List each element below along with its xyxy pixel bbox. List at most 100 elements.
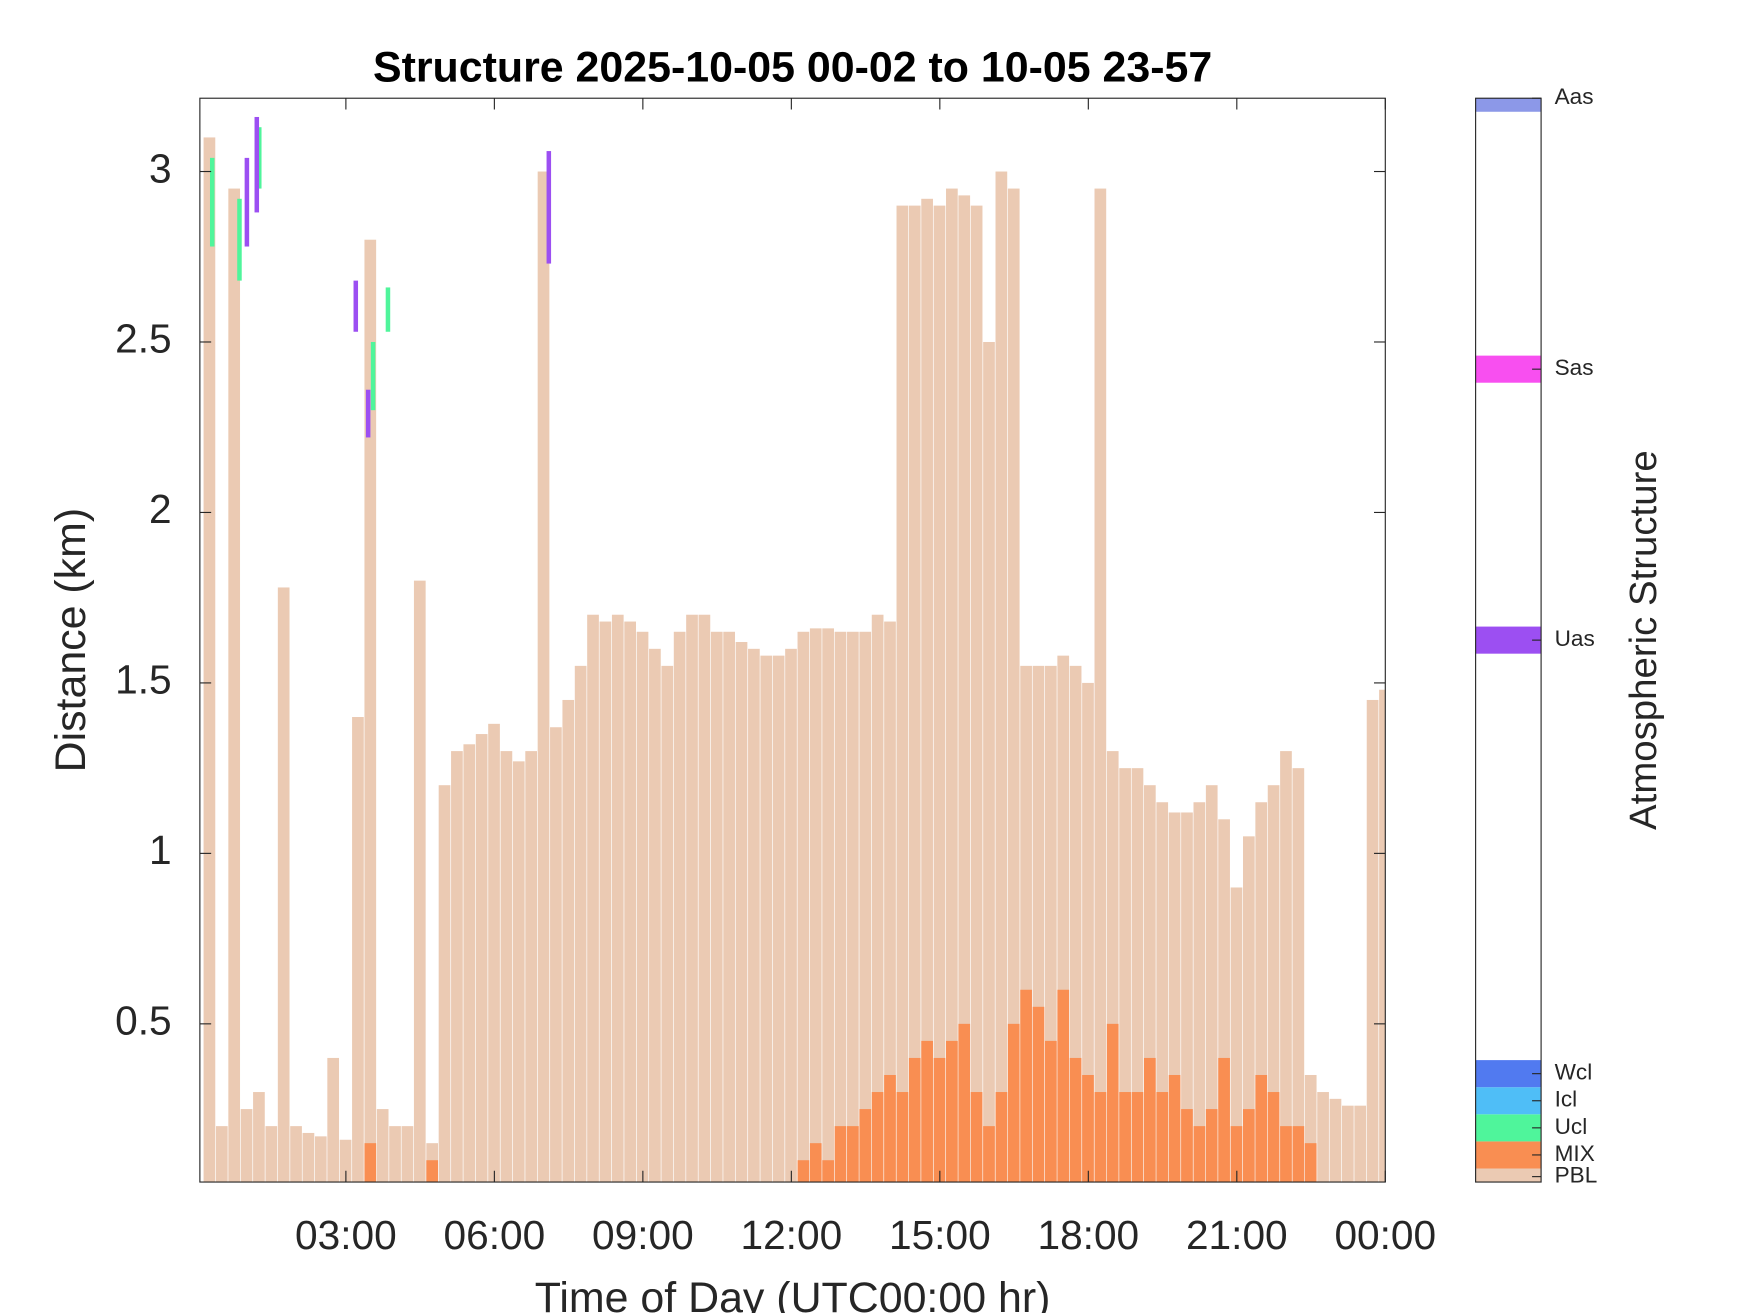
pbl-bar <box>1007 188 1020 1183</box>
mix-bar <box>822 1160 834 1183</box>
pbl-bar <box>203 137 216 1183</box>
pbl-bar <box>1094 188 1107 1183</box>
mix-bar <box>834 1126 847 1183</box>
plot-frame <box>199 97 1386 1183</box>
pbl-bar <box>265 1126 278 1183</box>
pbl-bar <box>896 205 909 1183</box>
mix-bar <box>1131 1092 1144 1183</box>
x-tick-label: 03:00 <box>295 1212 397 1258</box>
mix-bar <box>871 1092 884 1183</box>
pbl-bar <box>1045 665 1057 1183</box>
x-axis-label: Time of Day (UTC00:00 hr) <box>535 1274 1051 1313</box>
y-tick-label: 0.5 <box>115 998 171 1044</box>
colorbar-tick-label: Uas <box>1555 626 1595 651</box>
colorbar-swatch <box>1475 98 1542 112</box>
layer-segment <box>365 389 371 438</box>
plot-content <box>203 116 1386 1183</box>
layer-segment <box>353 280 359 332</box>
pbl-bar <box>1032 665 1045 1183</box>
pbl-bar <box>1292 768 1305 1183</box>
pbl-bar <box>871 614 884 1183</box>
y-tick-label: 3 <box>149 145 172 191</box>
pbl-bar <box>686 614 698 1183</box>
colorbar-tick-label: Wcl <box>1555 1060 1593 1085</box>
mix-bar <box>896 1092 909 1183</box>
colorbar-swatch <box>1475 1114 1542 1142</box>
pbl-bar <box>710 631 723 1183</box>
pbl-bar <box>1354 1105 1367 1183</box>
x-tick-label: 18:00 <box>1037 1212 1139 1258</box>
pbl-bar <box>389 1126 401 1183</box>
layer-segment <box>209 157 215 247</box>
mix-bar <box>1069 1057 1082 1183</box>
mix-bar <box>946 1040 958 1183</box>
pbl-bar <box>228 188 241 1183</box>
pbl-bar <box>475 734 488 1183</box>
pbl-bar <box>364 239 377 1183</box>
mix-bar <box>809 1143 822 1183</box>
pbl-bar <box>822 628 834 1183</box>
x-tick-label: 12:00 <box>741 1212 843 1258</box>
pbl-bar <box>921 198 933 1183</box>
pbl-bar <box>834 631 847 1183</box>
pbl-bar <box>599 621 612 1183</box>
pbl-bar <box>673 631 686 1183</box>
pbl-bar <box>525 751 538 1183</box>
x-tick-label: 09:00 <box>592 1212 694 1258</box>
pbl-bar <box>327 1057 340 1183</box>
mix-bar <box>1205 1109 1218 1183</box>
pbl-bar <box>1242 836 1255 1183</box>
y-axis-label: Distance (km) <box>47 508 95 773</box>
pbl-bar <box>847 631 859 1183</box>
colorbar-swatch <box>1475 1087 1542 1115</box>
pbl-bar <box>649 648 661 1183</box>
pbl-bar <box>1379 689 1386 1183</box>
pbl-bar <box>1255 802 1268 1183</box>
colorbar-tick-label: PBL <box>1555 1163 1598 1188</box>
pbl-bar <box>1230 887 1243 1183</box>
pbl-bar <box>1106 751 1119 1183</box>
mix-bar <box>1242 1109 1255 1183</box>
pbl-bar <box>302 1132 315 1183</box>
mix-bar <box>958 1023 971 1183</box>
y-tick-label: 1.5 <box>115 657 171 703</box>
pbl-bar <box>1082 682 1094 1183</box>
x-tick-label: 00:00 <box>1334 1212 1436 1258</box>
pbl-bar <box>797 631 810 1183</box>
pbl-bar <box>352 717 364 1183</box>
mix-bar <box>859 1109 872 1183</box>
x-tick-label: 15:00 <box>889 1212 991 1258</box>
pbl-bar <box>859 631 872 1183</box>
pbl-bar <box>772 655 785 1183</box>
mix-bar <box>1230 1126 1243 1183</box>
pbl-bar <box>215 1126 228 1183</box>
mix-bar <box>1007 1023 1020 1183</box>
colorbar-tick-label: MIX <box>1555 1141 1595 1166</box>
mix-bar <box>1193 1126 1206 1183</box>
layer-segment <box>254 116 260 213</box>
pbl-bar <box>970 205 983 1183</box>
pbl-bar <box>995 171 1008 1183</box>
mix-bar <box>1267 1092 1280 1183</box>
mix-bar <box>1292 1126 1305 1183</box>
mix-bar <box>1181 1109 1193 1183</box>
pbl-bar <box>1131 768 1144 1183</box>
pbl-bar <box>314 1136 327 1183</box>
pbl-bar <box>587 614 599 1183</box>
mix-bar <box>1304 1143 1317 1183</box>
pbl-bar <box>488 723 500 1183</box>
pbl-bar <box>401 1126 414 1183</box>
pbl-bar <box>512 761 525 1183</box>
pbl-bar <box>1057 655 1070 1183</box>
mix-bar <box>1032 1006 1045 1183</box>
pbl-bar <box>809 628 822 1183</box>
pbl-bar <box>1218 819 1230 1183</box>
y-tick-label: 2 <box>149 486 172 532</box>
pbl-bar <box>1069 665 1082 1183</box>
pbl-bar <box>253 1092 265 1183</box>
mix-bar <box>1119 1092 1131 1183</box>
pbl-bar <box>537 171 550 1183</box>
pbl-bar <box>451 751 463 1183</box>
pbl-bar <box>1341 1105 1354 1183</box>
